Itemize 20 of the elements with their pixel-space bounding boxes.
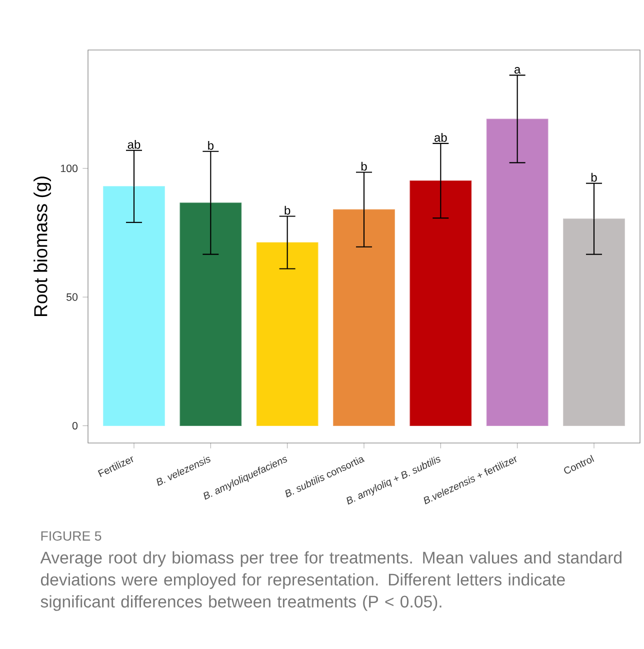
y-tick-label: 0	[72, 422, 78, 430]
bar	[563, 218, 625, 426]
bar	[410, 180, 472, 426]
bar	[486, 118, 548, 426]
annotation: b	[361, 162, 367, 171]
annotation: b	[208, 140, 214, 150]
caption: FIGURE 5	[41, 531, 102, 541]
y-tick-label: 100	[60, 164, 78, 172]
text: Average root dry biomass per tree for treatments. Mean values and standard deviations were employed for representation. Different letters indicate significant differences between treatments (P < 0.05).	[40, 551, 622, 611]
annotation: a	[514, 67, 521, 74]
bar	[333, 209, 395, 426]
bar	[180, 202, 242, 426]
annotation: b	[591, 172, 597, 182]
annotation: ab	[128, 140, 140, 149]
bar	[103, 186, 165, 426]
annotation: b	[284, 206, 290, 215]
y-axis-title: Root biomass (g)	[34, 176, 51, 316]
annotation: ab	[434, 133, 447, 142]
y-tick-label: 50	[66, 293, 78, 301]
bar	[256, 242, 318, 426]
